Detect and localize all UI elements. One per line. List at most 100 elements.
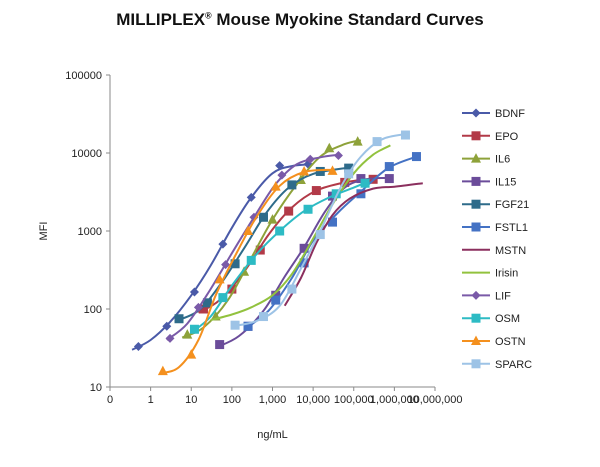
legend-item-fgf21: FGF21 [462, 199, 529, 211]
data-point-il15 [271, 290, 281, 300]
legend-label: Irisin [495, 268, 518, 280]
data-point-bdnf [162, 321, 172, 331]
chart-title-registered: ® [205, 10, 212, 21]
x-tick-label: 1,000,000 [370, 394, 419, 406]
y-tick-label: 100000 [65, 70, 102, 82]
legend-label: OSTN [495, 336, 526, 348]
data-point-osm [360, 178, 370, 188]
data-point-fstl1 [328, 217, 338, 227]
legend-item-il6: IL6 [462, 153, 510, 166]
x-tick-label: 10,000 [296, 394, 330, 406]
legend-label: IL15 [495, 176, 516, 188]
data-point-fgf21 [344, 163, 354, 173]
data-point-fgf21 [174, 314, 184, 324]
legend-item-epo: EPO [462, 131, 519, 143]
data-point-sparc [372, 137, 382, 147]
legend-item-mstn: MSTN [462, 245, 526, 257]
legend-label: BDNF [495, 108, 525, 120]
data-point-il15 [356, 174, 366, 184]
legend-item-osm: OSM [462, 313, 520, 325]
data-point-fgf21 [258, 212, 268, 222]
data-point-lif [193, 302, 203, 312]
legend-swatch-marker [471, 108, 481, 118]
data-point-osm [218, 293, 228, 303]
data-point-osm [303, 204, 313, 214]
data-point-epo [198, 304, 208, 314]
data-point-fstl1 [271, 295, 281, 305]
data-point-fgf21 [315, 166, 325, 176]
data-point-lif [249, 212, 259, 222]
data-point-fgf21 [202, 298, 212, 308]
data-point-sparc [258, 312, 268, 322]
data-point-epo [227, 284, 237, 294]
legend-label: EPO [495, 131, 519, 143]
data-point-fstl1 [411, 152, 421, 162]
data-point-epo [340, 177, 350, 187]
legend-item-lif: LIF [462, 290, 511, 302]
y-tick-label: 1000 [78, 226, 102, 238]
data-point-fstl1 [384, 162, 394, 172]
data-point-fgf21 [230, 259, 240, 269]
data-point-bdnf [246, 192, 256, 202]
legend-swatch-marker [471, 290, 481, 300]
legend: BDNF EPO IL6 IL15 FGF21 FSTL1 MSTN Irisin LIF OSM… [462, 108, 532, 371]
data-point-il6 [324, 142, 335, 153]
series-ostn [157, 165, 338, 376]
legend-swatch-marker [471, 131, 481, 141]
legend-label: FGF21 [495, 199, 529, 211]
data-point-bdnf [275, 161, 285, 171]
data-point-lif [165, 333, 175, 343]
legend-label: OSM [495, 313, 520, 325]
legend-item-il15: IL15 [462, 176, 516, 188]
legend-swatch-marker [471, 153, 481, 163]
data-point-lif [221, 260, 231, 270]
series-lif [165, 150, 343, 343]
axes: 0 1 10 100 1,000 10,000 100,0001,000,00010,000… [65, 70, 462, 406]
series-osm [189, 178, 370, 334]
series-sparc [230, 130, 410, 330]
data-point-ostn [299, 165, 310, 176]
data-point-sparc [315, 230, 325, 240]
series-bdnf [131, 159, 314, 352]
x-tick-label: 100 [223, 394, 241, 406]
legend-item-bdnf: BDNF [462, 108, 525, 120]
legend-swatch-marker [471, 222, 481, 232]
x-tick-label: 0 [107, 394, 113, 406]
data-point-ostn [270, 181, 281, 191]
data-point-osm [275, 226, 285, 236]
y-tick-label: 100 [84, 304, 102, 316]
data-point-ostn [214, 273, 225, 284]
x-tick-label: 10 [185, 394, 197, 406]
x-tick-label: 1,000 [259, 394, 287, 406]
y-tick-label: 10000 [71, 148, 102, 160]
legend-item-sparc: SPARC [462, 359, 532, 371]
series-irisin [210, 144, 391, 322]
chart-title-main: MILLIPLEX [116, 10, 206, 29]
data-point-il6 [182, 329, 193, 339]
data-point-osm [189, 324, 199, 334]
data-point-il6 [267, 214, 278, 224]
data-point-bdnf [218, 239, 228, 249]
y-tick-label: 10 [90, 382, 102, 394]
data-point-sparc [344, 169, 354, 179]
series-line-irisin [210, 144, 391, 322]
data-point-epo [311, 186, 321, 196]
series-line-bdnf [131, 163, 314, 351]
data-point-il15 [215, 340, 225, 350]
data-point-il6 [352, 136, 363, 146]
data-point-bdnf [189, 287, 199, 297]
series-line-osm [190, 181, 367, 334]
data-point-lif [333, 150, 343, 160]
series-mstn [283, 182, 423, 307]
data-point-ostn [157, 365, 168, 376]
legend-swatch-marker [471, 176, 481, 186]
legend-label: FSTL1 [495, 222, 528, 234]
legend-label: SPARC [495, 359, 532, 371]
legend-swatch-marker [471, 335, 481, 345]
series-fstl1 [243, 152, 421, 331]
data-point-ostn [327, 165, 338, 175]
data-point-fstl1 [243, 321, 253, 331]
chart-title: MILLIPLEX® Mouse Myokine Standard Curves [0, 10, 600, 30]
data-point-osm [331, 189, 341, 199]
